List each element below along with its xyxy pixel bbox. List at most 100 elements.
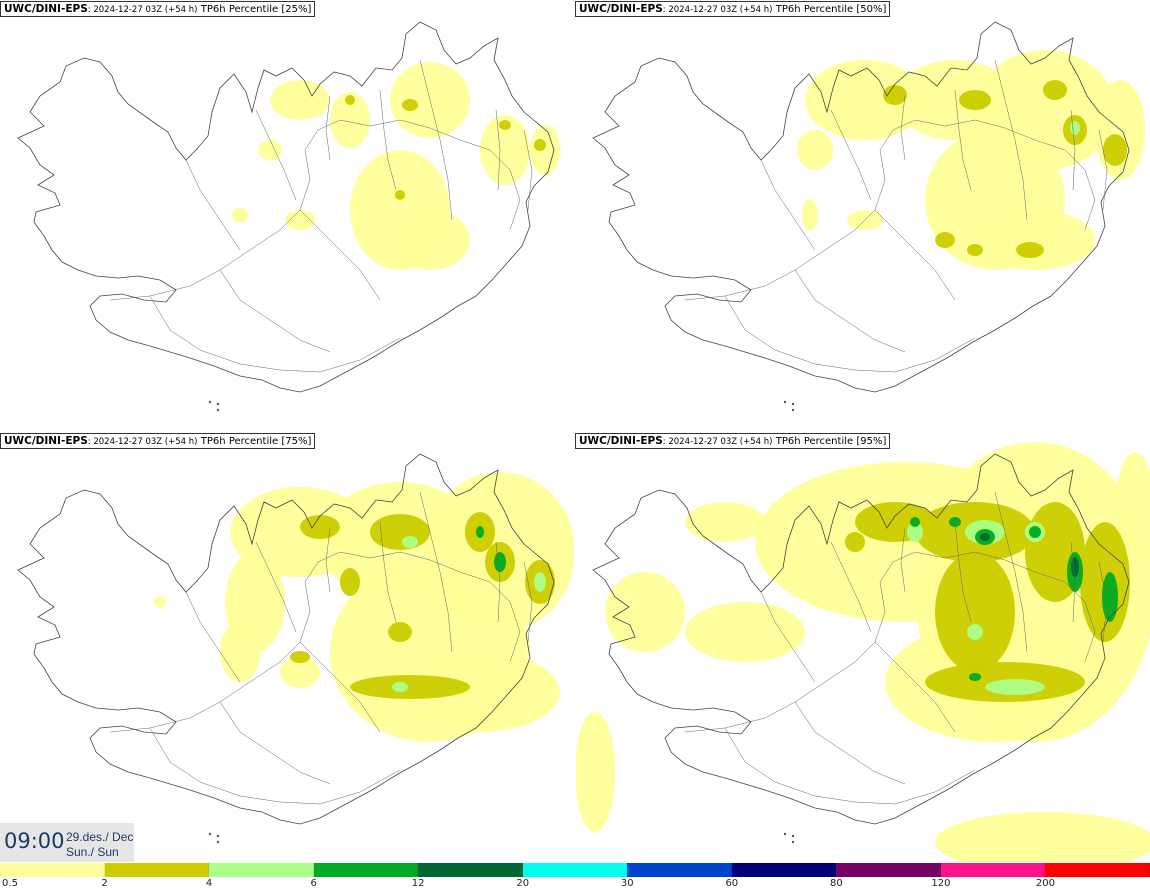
precip-area bbox=[270, 80, 330, 120]
colorbar-swatch bbox=[940, 863, 1046, 877]
road-line bbox=[724, 727, 816, 797]
precip-area bbox=[400, 652, 560, 732]
model-name: UWC/DINI-EPS bbox=[579, 435, 663, 447]
island bbox=[216, 834, 220, 838]
road-line bbox=[459, 571, 521, 663]
precip-area bbox=[967, 624, 983, 640]
colorbar-swatch bbox=[418, 863, 523, 877]
road-line bbox=[760, 159, 816, 251]
road-line bbox=[1034, 139, 1096, 231]
road-line bbox=[874, 551, 1036, 643]
road-line bbox=[299, 209, 381, 301]
road-line bbox=[874, 641, 956, 733]
road-line bbox=[255, 541, 297, 633]
run-time: 2024-12-27 03Z (+54 h) bbox=[668, 437, 773, 447]
road-line bbox=[325, 527, 331, 593]
panel-header: UWC/DINI-EPS: 2024-12-27 03Z (+54 h) TP6… bbox=[575, 1, 891, 17]
precip-area bbox=[605, 572, 685, 652]
precip-area bbox=[1016, 242, 1044, 258]
colorbar-swatches bbox=[0, 863, 1150, 877]
road-line bbox=[219, 269, 331, 353]
road-line bbox=[724, 295, 816, 365]
colorbar-tick-label: 200 bbox=[1035, 878, 1055, 889]
panel-header: UWC/DINI-EPS: 2024-12-27 03Z (+54 h) TP6… bbox=[575, 433, 891, 449]
panel-divider bbox=[0, 430, 1150, 432]
precip-area bbox=[802, 199, 818, 231]
road-line bbox=[379, 89, 397, 191]
precip-area bbox=[685, 502, 765, 542]
precip-field bbox=[154, 472, 575, 742]
panel-header: UWC/DINI-EPS: 2024-12-27 03Z (+54 h) TP6… bbox=[0, 433, 316, 449]
island bbox=[208, 832, 212, 836]
road-line bbox=[185, 591, 241, 683]
colorbar-swatch bbox=[0, 863, 105, 877]
road-line bbox=[299, 641, 381, 733]
road-line bbox=[495, 541, 501, 623]
precip-area bbox=[300, 515, 340, 539]
road-line bbox=[1070, 109, 1076, 191]
valid-time-box: 09:00 29.des./ Dec Sun./ Sun bbox=[0, 823, 134, 862]
road-line bbox=[495, 109, 501, 191]
precip-area bbox=[258, 140, 282, 160]
island bbox=[216, 402, 220, 406]
panel-header: UWC/DINI-EPS: 2024-12-27 03Z (+54 h) TP6… bbox=[0, 1, 316, 17]
road-line bbox=[1070, 541, 1076, 623]
precip-area bbox=[232, 207, 248, 223]
precip-area bbox=[1071, 557, 1079, 577]
precip-area bbox=[370, 514, 430, 550]
precip-area bbox=[285, 210, 315, 230]
road-line bbox=[874, 209, 956, 301]
precip-area bbox=[340, 568, 360, 596]
road-line bbox=[419, 491, 453, 653]
precip-area bbox=[575, 712, 615, 832]
valid-weekday: Sun./ Sun bbox=[66, 845, 119, 859]
precip-area bbox=[1102, 572, 1118, 622]
precip-area bbox=[392, 682, 408, 692]
precip-area bbox=[910, 517, 920, 527]
colorbar-tick-label: 30 bbox=[620, 878, 634, 889]
field-name: TP6h Percentile [50%] bbox=[775, 4, 887, 15]
run-time: 2024-12-27 03Z (+54 h) bbox=[93, 437, 198, 447]
road-line bbox=[830, 109, 872, 201]
road-network bbox=[684, 491, 1108, 805]
precip-field bbox=[797, 50, 1145, 270]
field-name: TP6h Percentile [25%] bbox=[200, 4, 312, 15]
road-line bbox=[684, 209, 876, 301]
road-line bbox=[459, 139, 521, 231]
road-line bbox=[299, 119, 461, 211]
precip-map bbox=[592, 21, 1145, 412]
road-line bbox=[900, 95, 906, 161]
valid-date: 29.des./ Dec bbox=[66, 830, 134, 844]
road-line bbox=[419, 59, 453, 221]
precip-colorbar: 0.5 2 4 6 12 20 30 60 80 120 200 bbox=[0, 862, 1150, 891]
road-line bbox=[994, 491, 1028, 653]
colorbar-labels: 0.5 2 4 6 12 20 30 60 80 120 200 bbox=[0, 878, 1150, 891]
map-panel-p25: UWC/DINI-EPS: 2024-12-27 03Z (+54 h) TP6… bbox=[0, 0, 575, 431]
colorbar-tick-label: 120 bbox=[931, 878, 951, 889]
coastline bbox=[17, 453, 555, 825]
precip-area bbox=[980, 533, 990, 541]
precip-area bbox=[330, 92, 370, 148]
map-panel-p75: UWC/DINI-EPS: 2024-12-27 03Z (+54 h) TP6… bbox=[0, 432, 575, 863]
road-line bbox=[379, 521, 397, 623]
valid-time: 09:00 bbox=[4, 829, 65, 853]
road-line bbox=[1034, 571, 1096, 663]
road-line bbox=[874, 119, 1036, 211]
road-line bbox=[149, 727, 241, 797]
precip-area bbox=[1103, 134, 1127, 166]
road-network bbox=[684, 59, 1108, 373]
colorbar-tick-label: 6 bbox=[310, 878, 317, 889]
road-line bbox=[900, 527, 906, 593]
precip-area bbox=[883, 85, 907, 105]
precip-area bbox=[402, 536, 418, 548]
precip-area bbox=[935, 552, 1015, 672]
precip-field bbox=[232, 62, 560, 270]
colorbar-tick-label: 0.5 bbox=[2, 878, 18, 889]
model-name: UWC/DINI-EPS bbox=[4, 3, 88, 15]
precip-map bbox=[17, 453, 575, 844]
road-line bbox=[954, 89, 972, 191]
colorbar-swatch bbox=[627, 863, 732, 877]
precip-area bbox=[220, 622, 260, 682]
precip-area bbox=[959, 90, 991, 110]
precip-area bbox=[390, 210, 470, 270]
